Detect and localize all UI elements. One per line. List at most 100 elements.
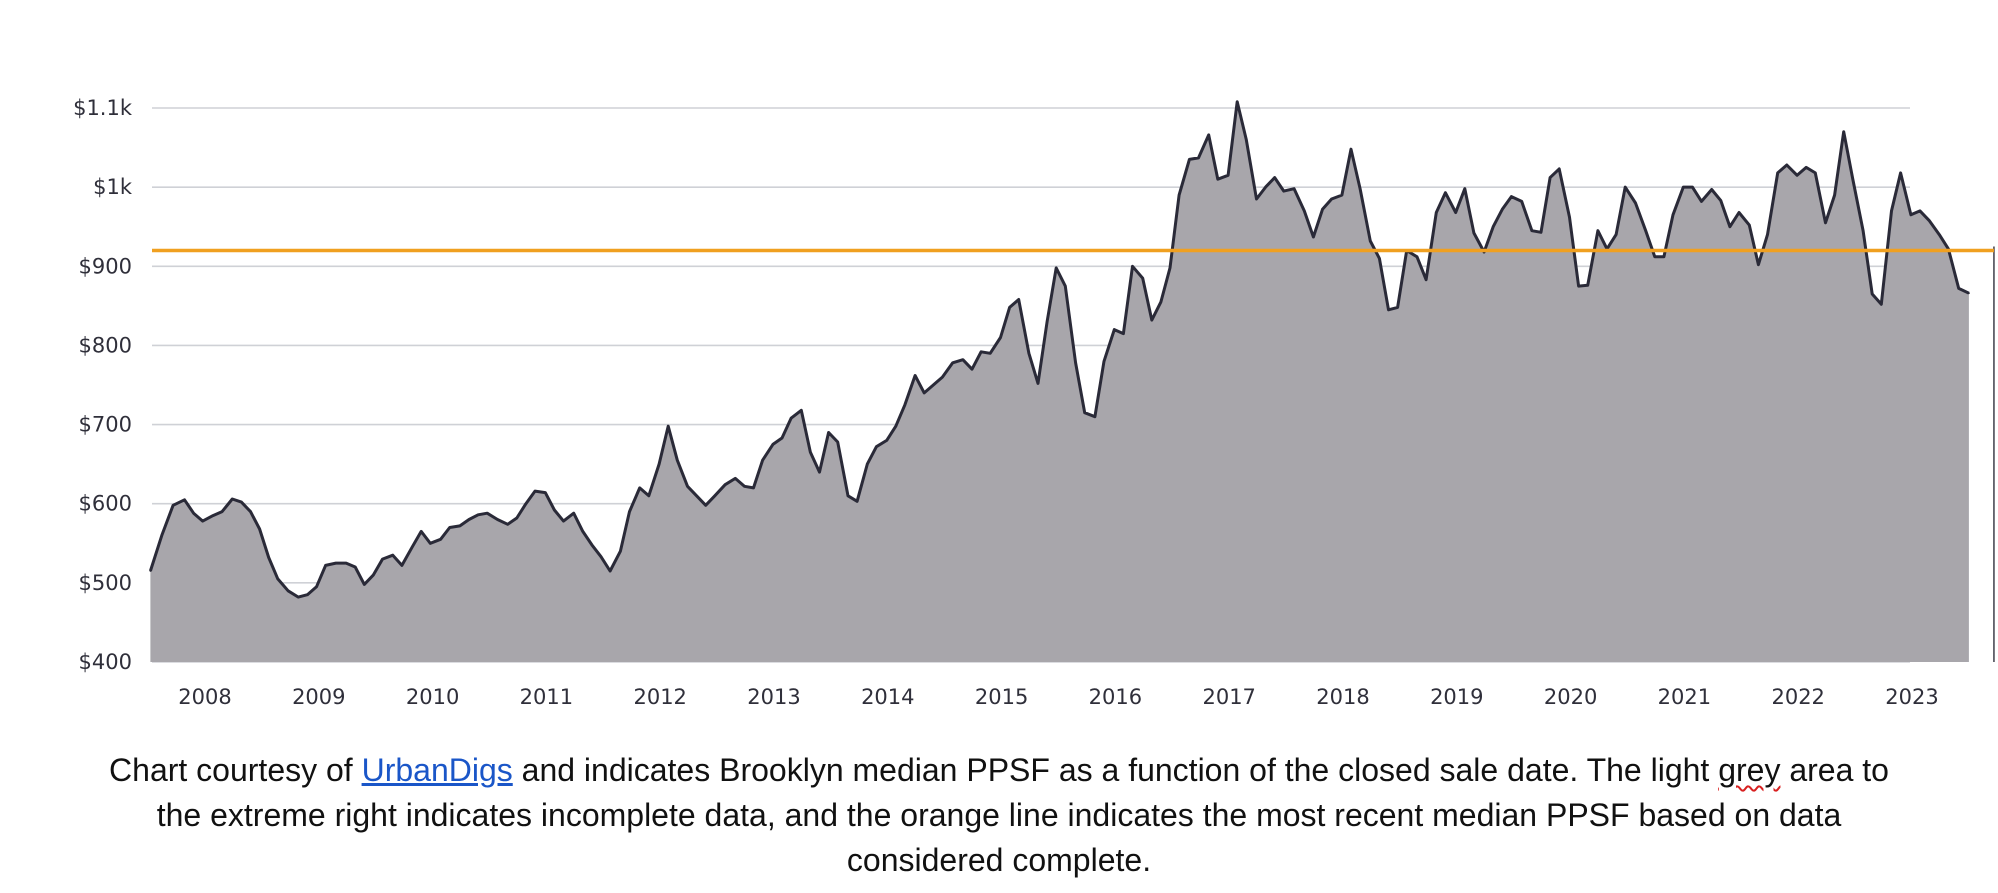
data-point [1824, 221, 1827, 224]
data-point [1008, 306, 1011, 309]
caption-line-1: Chart courtesy of UrbanDigs and indicate… [0, 748, 1998, 793]
data-point [1264, 186, 1267, 189]
data-point [1245, 138, 1248, 141]
data-point [1037, 382, 1039, 385]
x-tick-label: 2018 [1316, 685, 1369, 709]
data-point [468, 518, 470, 521]
y-axis-tick-labels: $400 $500 $600 $700 $800 $900 $1k $1.1k [73, 96, 133, 674]
data-point [212, 514, 214, 517]
data-point [363, 583, 366, 586]
data-point [1549, 176, 1551, 179]
data-point [619, 550, 622, 553]
complete-data-area [150, 101, 1969, 662]
data-point [276, 578, 279, 580]
data-point [1510, 195, 1513, 198]
data-point [1064, 285, 1067, 287]
data-point [667, 425, 670, 428]
data-point [1862, 229, 1864, 232]
data-point [847, 494, 849, 497]
data-point [1236, 100, 1239, 103]
data-point [1672, 213, 1674, 216]
data-point [287, 589, 289, 592]
data-point [1083, 411, 1086, 414]
data-point [477, 513, 479, 516]
data-point [1055, 267, 1058, 269]
data-point [249, 510, 252, 513]
data-point [1700, 200, 1703, 203]
data-point [1842, 130, 1845, 133]
data-point [1074, 361, 1077, 364]
data-point [1880, 303, 1883, 306]
urbandigs-link[interactable]: UrbanDigs [361, 752, 513, 788]
data-point [1558, 168, 1561, 170]
data-point [515, 517, 518, 519]
data-point [1597, 229, 1599, 232]
data-point [1141, 277, 1144, 280]
data-point [836, 441, 839, 443]
data-point [1520, 200, 1523, 203]
data-point [324, 564, 327, 567]
data-point [160, 534, 163, 537]
data-point [1653, 255, 1656, 258]
data-point [1378, 257, 1381, 260]
y-tick-label: $700 [79, 413, 132, 437]
data-point [1463, 187, 1466, 190]
data-point [581, 530, 584, 533]
data-point [1928, 219, 1930, 222]
data-point [201, 520, 204, 522]
data-point [401, 564, 403, 567]
data-point [885, 439, 888, 442]
data-point [258, 528, 261, 530]
data-point [866, 463, 869, 465]
data-point [420, 530, 423, 533]
data-point [1586, 284, 1589, 287]
data-point [781, 437, 783, 439]
data-point [172, 504, 175, 507]
data-point [1197, 157, 1200, 159]
data-point [1160, 301, 1162, 303]
data-point [941, 376, 944, 378]
data-point [1968, 292, 1970, 295]
data-point [704, 504, 707, 507]
data-point [1131, 265, 1134, 268]
data-point [572, 512, 575, 515]
data-point [932, 384, 935, 386]
data-point [1312, 236, 1315, 238]
data-point [1501, 208, 1504, 211]
data-point [1682, 186, 1685, 189]
caption-line-3: considered complete. [846, 842, 1152, 878]
data-point [600, 555, 602, 558]
data-point [506, 523, 509, 526]
chart-caption: Chart courtesy of UrbanDigs and indicate… [0, 748, 1998, 883]
data-point [1624, 186, 1627, 189]
data-point [411, 546, 413, 549]
data-point [240, 501, 243, 503]
data-point [1568, 216, 1571, 219]
data-point [761, 459, 764, 462]
data-point [544, 491, 547, 494]
data-point [809, 451, 812, 454]
data-point [971, 368, 973, 371]
data-point [1122, 332, 1125, 335]
data-point [962, 358, 964, 361]
data-point [496, 518, 499, 521]
data-point [1776, 172, 1779, 174]
data-point [1814, 172, 1817, 174]
data-point [1938, 233, 1941, 236]
data-point [439, 538, 442, 541]
y-tick-label: $500 [79, 571, 132, 595]
y-tick-label: $900 [79, 254, 132, 278]
x-tick-label: 2016 [1089, 685, 1142, 709]
data-point [429, 542, 432, 545]
data-point [1169, 267, 1171, 269]
data-point [989, 352, 992, 355]
data-point [1094, 415, 1096, 418]
data-point [1748, 224, 1751, 227]
data-point [1871, 293, 1874, 295]
data-point [923, 392, 926, 394]
data-point [1017, 298, 1020, 301]
data-point [743, 485, 746, 488]
data-point [391, 554, 394, 557]
data-point [609, 570, 611, 572]
data-point [591, 544, 593, 546]
